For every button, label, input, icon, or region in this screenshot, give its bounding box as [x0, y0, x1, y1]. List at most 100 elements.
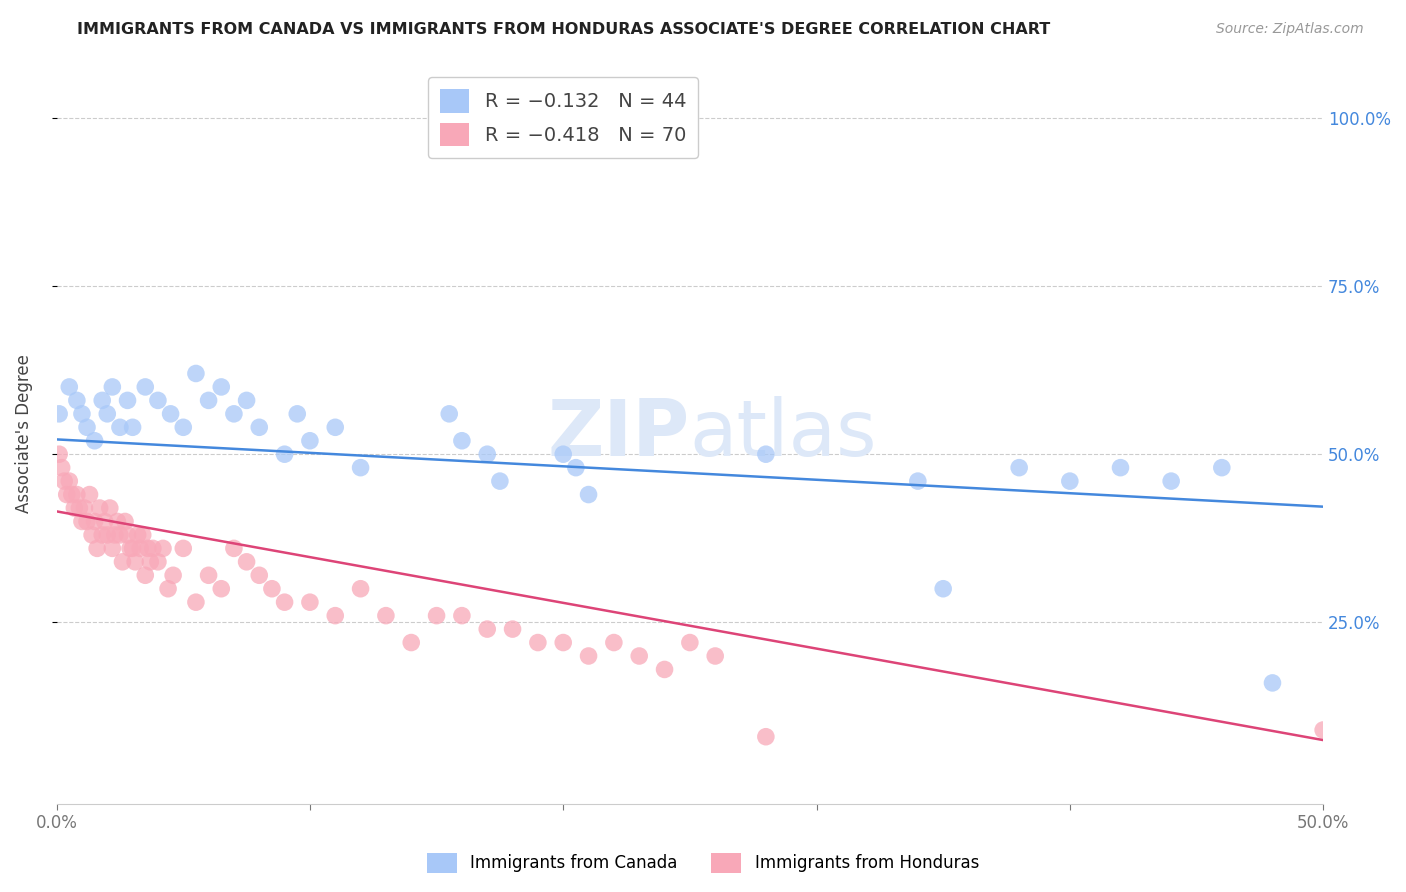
Point	[1211, 460, 1233, 475]
Point	[197, 568, 219, 582]
Point	[172, 420, 194, 434]
Point	[152, 541, 174, 556]
Point	[578, 487, 600, 501]
Point	[172, 541, 194, 556]
Point	[157, 582, 180, 596]
Point	[66, 487, 89, 501]
Point	[273, 595, 295, 609]
Point	[755, 447, 778, 461]
Point	[1261, 676, 1284, 690]
Point	[146, 555, 169, 569]
Point	[104, 528, 127, 542]
Legend: R = −0.132   N = 44, R = −0.418   N = 70: R = −0.132 N = 44, R = −0.418 N = 70	[429, 78, 697, 158]
Point	[139, 555, 162, 569]
Point	[86, 541, 108, 556]
Point	[63, 501, 86, 516]
Point	[603, 635, 626, 649]
Point	[679, 635, 702, 649]
Point	[108, 420, 131, 434]
Point	[121, 420, 143, 434]
Point	[1008, 460, 1031, 475]
Point	[142, 541, 165, 556]
Text: Source: ZipAtlas.com: Source: ZipAtlas.com	[1216, 22, 1364, 37]
Point	[209, 380, 232, 394]
Point	[273, 447, 295, 461]
Point	[451, 608, 474, 623]
Point	[247, 568, 270, 582]
Point	[477, 622, 499, 636]
Point	[285, 407, 308, 421]
Point	[222, 541, 245, 556]
Text: ZIP: ZIP	[547, 396, 690, 472]
Point	[60, 487, 83, 501]
Point	[127, 528, 149, 542]
Point	[83, 515, 105, 529]
Point	[502, 622, 524, 636]
Point	[374, 608, 396, 623]
Point	[101, 541, 124, 556]
Point	[73, 501, 96, 516]
Point	[111, 555, 134, 569]
Point	[159, 407, 181, 421]
Point	[89, 501, 111, 516]
Point	[628, 648, 651, 663]
Point	[755, 730, 778, 744]
Point	[451, 434, 474, 448]
Point	[134, 568, 156, 582]
Point	[55, 487, 77, 501]
Point	[114, 515, 136, 529]
Point	[298, 595, 321, 609]
Point	[489, 474, 512, 488]
Point	[298, 434, 321, 448]
Point	[704, 648, 727, 663]
Point	[117, 393, 139, 408]
Point	[80, 528, 103, 542]
Point	[553, 447, 575, 461]
Point	[53, 474, 76, 488]
Point	[323, 608, 346, 623]
Point	[235, 555, 257, 569]
Point	[477, 447, 499, 461]
Point	[76, 515, 98, 529]
Point	[93, 515, 115, 529]
Point	[70, 515, 93, 529]
Point	[117, 528, 139, 542]
Point	[51, 460, 73, 475]
Point	[426, 608, 449, 623]
Point	[98, 501, 121, 516]
Point	[1160, 474, 1182, 488]
Point	[578, 648, 600, 663]
Point	[247, 420, 270, 434]
Point	[70, 407, 93, 421]
Point	[349, 582, 371, 596]
Point	[136, 541, 159, 556]
Point	[1059, 474, 1081, 488]
Point	[197, 393, 219, 408]
Point	[527, 635, 550, 649]
Point	[222, 407, 245, 421]
Point	[235, 393, 257, 408]
Point	[146, 393, 169, 408]
Point	[76, 420, 98, 434]
Legend: Immigrants from Canada, Immigrants from Honduras: Immigrants from Canada, Immigrants from …	[420, 847, 986, 880]
Point	[120, 541, 142, 556]
Point	[654, 663, 676, 677]
Point	[121, 541, 143, 556]
Point	[91, 528, 114, 542]
Point	[83, 434, 105, 448]
Point	[184, 595, 207, 609]
Point	[553, 635, 575, 649]
Point	[184, 367, 207, 381]
Point	[323, 420, 346, 434]
Point	[129, 541, 152, 556]
Point	[79, 487, 101, 501]
Point	[209, 582, 232, 596]
Point	[907, 474, 929, 488]
Point	[67, 501, 90, 516]
Point	[124, 555, 146, 569]
Point	[96, 407, 118, 421]
Y-axis label: Associate's Degree: Associate's Degree	[15, 355, 32, 514]
Point	[349, 460, 371, 475]
Point	[58, 380, 80, 394]
Text: IMMIGRANTS FROM CANADA VS IMMIGRANTS FROM HONDURAS ASSOCIATE'S DEGREE CORRELATIO: IMMIGRANTS FROM CANADA VS IMMIGRANTS FRO…	[77, 22, 1050, 37]
